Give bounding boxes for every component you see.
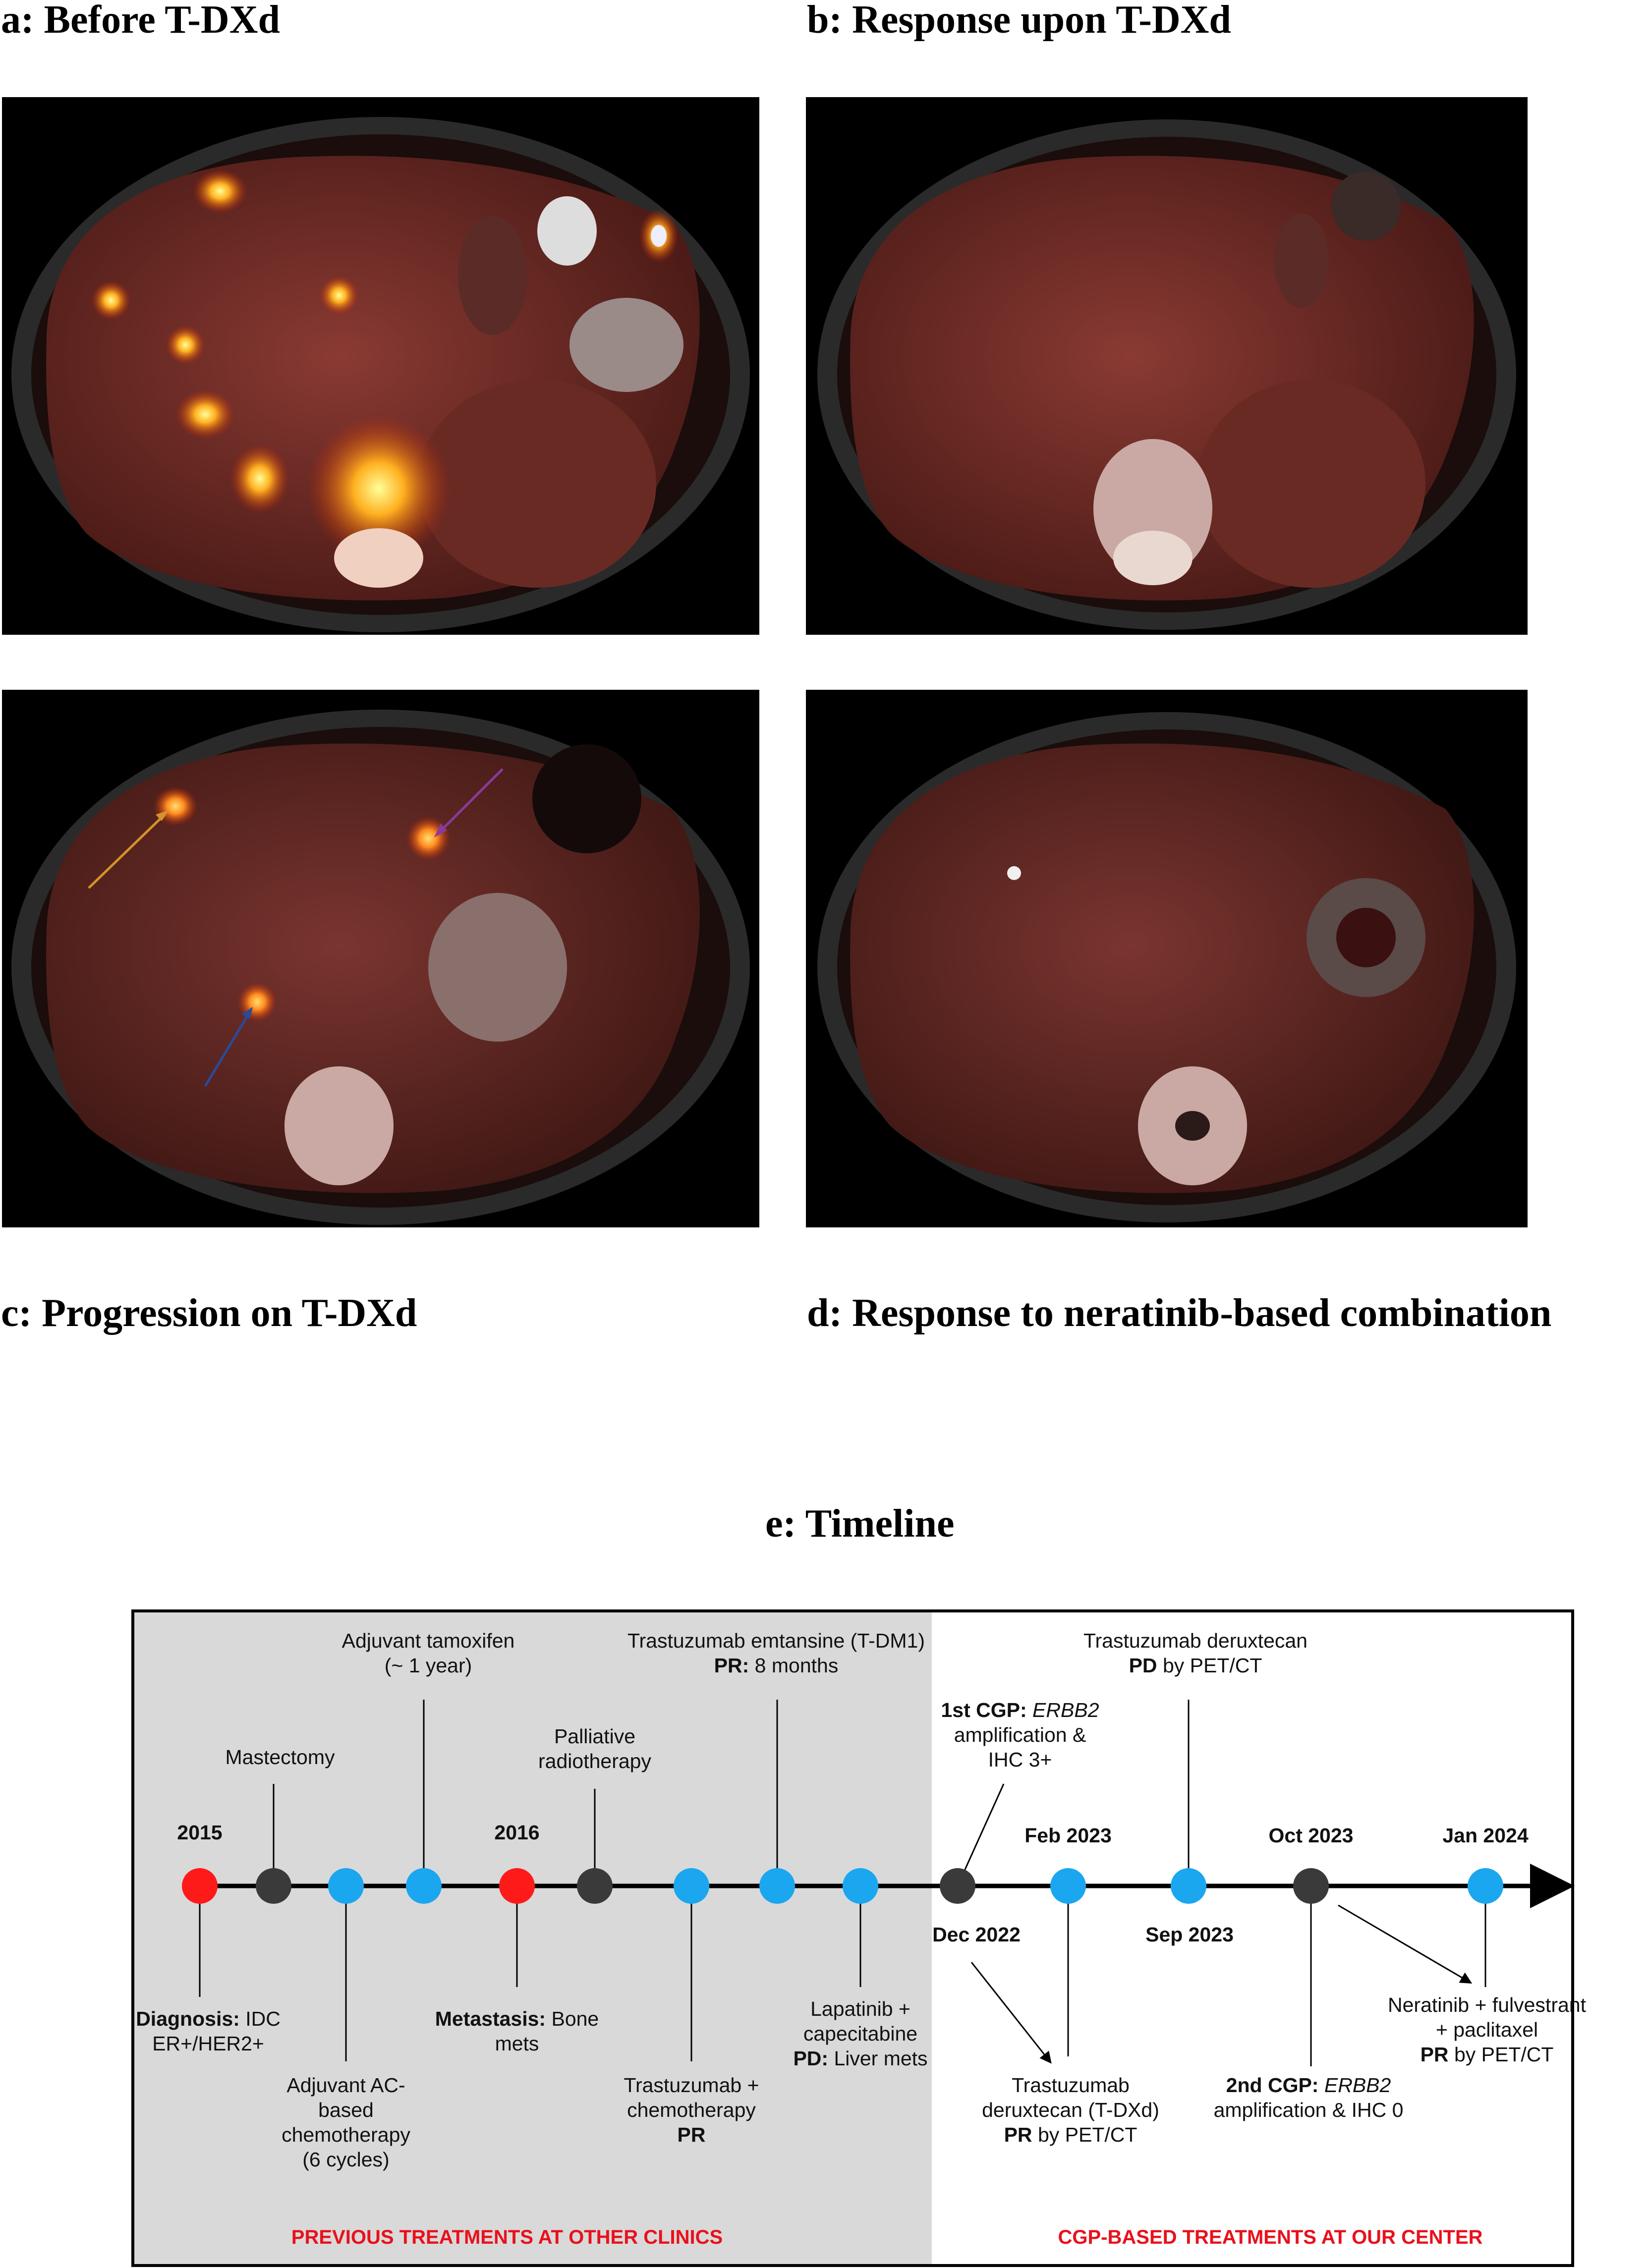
label-tdxd-start-2: deruxtecan (T-DXd)	[982, 2099, 1159, 2121]
label-neratinib-1: Neratinib + fulvestrant	[1388, 1993, 1587, 2016]
panel-d-title: d: Response to neratinib-based combinati…	[807, 1291, 1552, 1335]
node-diagnosis	[182, 1868, 218, 1904]
label-trastuzumab-chemo-3: PR	[678, 2123, 706, 2146]
date-dec-2022: Dec 2022	[932, 1923, 1021, 1946]
label-radiotherapy-2: radiotherapy	[538, 1750, 651, 1772]
section-label-previous: PREVIOUS TREATMENTS AT OTHER CLINICS	[291, 2226, 723, 2248]
label-adjuvant-ac-1: Adjuvant AC-	[286, 2074, 405, 2097]
label-diagnosis-line2: ER+/HER2+	[152, 2032, 264, 2055]
label-cgp1-2: amplification &	[954, 1723, 1086, 1746]
label-cgp1-1: 1st CGP: ERBB2	[941, 1699, 1099, 1721]
label-metastasis-line2: mets	[495, 2032, 539, 2055]
label-adjuvant-ac-3: chemotherapy	[282, 2123, 410, 2146]
label-metastasis: Metastasis: Bone	[435, 2007, 599, 2030]
node-cgp2	[1293, 1868, 1329, 1904]
section-label-current: CGP-BASED TREATMENTS AT OUR CENTER	[1058, 2226, 1482, 2248]
pet-ct-scan-progression-tdxd	[2, 690, 759, 1227]
label-cgp2-2: amplification & IHC 0	[1214, 2099, 1404, 2121]
pet-ct-scan-response-tdxd	[806, 97, 1528, 635]
dec2022-arrow	[970, 1962, 1052, 2064]
cgp1-connector	[957, 1783, 1005, 1886]
node-radiotherapy	[577, 1868, 613, 1904]
pet-ct-scan-before-tdxd	[2, 97, 759, 635]
timeline-frame	[131, 1609, 1574, 2267]
label-lapatinib-1: Lapatinib +	[810, 1997, 910, 2020]
label-tdxd-pd-1: Trastuzumab deruxtecan	[1083, 1629, 1308, 1652]
label-adjuvant-ac-4: (6 cycles)	[302, 2148, 389, 2171]
panel-c-title: c: Progression on T-DXd	[1, 1291, 417, 1335]
label-radiotherapy-1: Palliative	[554, 1725, 635, 1748]
node-tdm1	[759, 1868, 795, 1904]
node-mastectomy	[256, 1868, 291, 1904]
label-tdxd-pd-2: PD by PET/CT	[1129, 1654, 1262, 1677]
node-tamoxifen	[406, 1868, 442, 1904]
label-lapatinib-3: PD: Liver mets	[793, 2047, 927, 2070]
date-2016: 2016	[494, 1821, 539, 1844]
label-neratinib-3: PR by PET/CT	[1421, 2043, 1554, 2066]
label-tdxd-start-3: PR by PET/CT	[1004, 2123, 1137, 2146]
date-sep-2023: Sep 2023	[1145, 1923, 1234, 1946]
panel-b-title: b: Response upon T-DXd	[807, 0, 1231, 42]
label-neratinib-2: + paclitaxel	[1436, 2018, 1538, 2041]
panel-a-title: a: Before T-DXd	[1, 0, 280, 42]
label-cgp1-3: IHC 3+	[988, 1748, 1052, 1771]
oct2023-arrow	[1338, 1904, 1473, 1984]
label-cgp2-1: 2nd CGP: ERBB2	[1226, 2074, 1391, 2097]
date-feb-2023: Feb 2023	[1024, 1824, 1112, 1847]
date-jan-2024: Jan 2024	[1442, 1824, 1528, 1847]
label-diagnosis: Diagnosis: IDC	[136, 2007, 281, 2030]
label-tdm1-2: PR: 8 months	[714, 1654, 839, 1677]
label-trastuzumab-chemo-1: Trastuzumab +	[624, 2074, 759, 2097]
previous-treatments-region	[133, 1611, 932, 2266]
label-tdm1-1: Trastuzumab emtansine (T-DM1)	[627, 1629, 925, 1652]
node-adjuvant-ac	[328, 1868, 364, 1904]
node-tdxd-start	[1050, 1868, 1086, 1904]
label-tamoxifen-1: Adjuvant tamoxifen	[342, 1629, 515, 1652]
node-trastuzumab-chemo	[674, 1868, 709, 1904]
label-lapatinib-2: capecitabine	[803, 2022, 917, 2045]
node-metastasis	[499, 1868, 535, 1904]
label-mastectomy: Mastectomy	[226, 1746, 335, 1769]
pet-ct-scan-response-neratinib	[806, 690, 1528, 1227]
node-neratinib	[1468, 1868, 1503, 1904]
label-adjuvant-ac-2: based	[318, 2099, 374, 2121]
timeline-title: e: Timeline	[765, 1502, 955, 1546]
label-trastuzumab-chemo-2: chemotherapy	[627, 2099, 756, 2121]
date-2015: 2015	[177, 1821, 222, 1844]
node-lapatinib	[843, 1868, 878, 1904]
label-tdxd-start-1: Trastuzumab	[1012, 2074, 1130, 2097]
node-tdxd-pd	[1171, 1868, 1206, 1904]
label-tamoxifen-2: (~ 1 year)	[385, 1654, 472, 1677]
node-cgp1	[940, 1868, 975, 1904]
date-oct-2023: Oct 2023	[1269, 1824, 1354, 1847]
